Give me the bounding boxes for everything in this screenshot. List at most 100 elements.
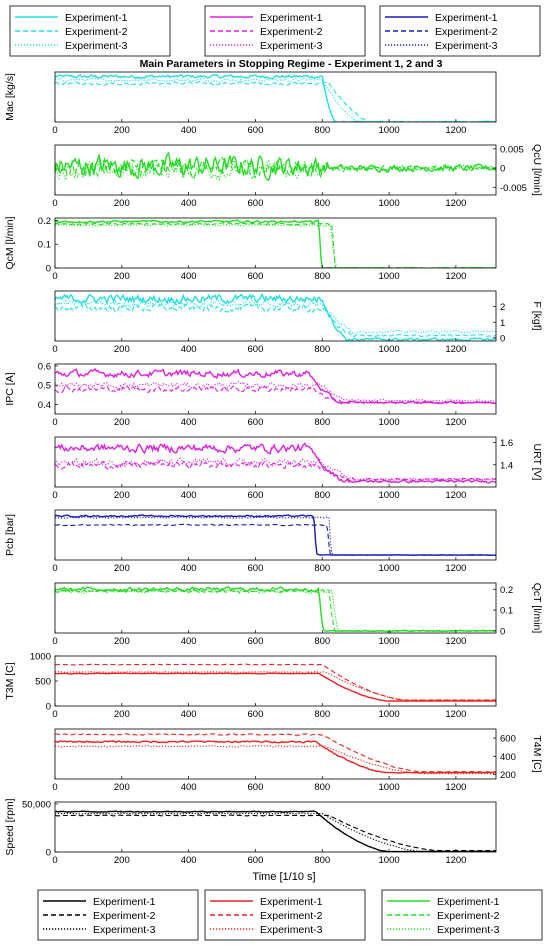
y-axis-label: T4M [C]	[531, 735, 543, 772]
legend-frame	[379, 5, 541, 57]
x-tick-label: 1200	[445, 344, 466, 355]
y-tick-label: 0	[46, 702, 51, 713]
x-tick-label: 0	[52, 417, 57, 428]
x-tick-label: 600	[248, 198, 264, 209]
series-group	[55, 663, 496, 702]
y-tick-label: 0.5	[38, 381, 51, 392]
x-tick-label: 0	[52, 198, 57, 209]
y-tick-label: 50,000	[22, 799, 51, 810]
plot-frame	[54, 217, 497, 269]
y-tick-label: 400	[500, 752, 516, 763]
series-line	[55, 380, 496, 403]
plot-frame	[54, 728, 497, 780]
x-tick-label: 600	[248, 636, 264, 647]
y-tick-label: 0	[500, 626, 505, 637]
x-tick-label: 600	[248, 490, 264, 501]
series-group	[55, 219, 496, 268]
series-group	[55, 514, 496, 556]
legend-label: Experiment-3	[65, 40, 128, 52]
chart-panel: 0 200 400 600 800 1000 1200 0.2 0.1 0 QcM [l/min]	[4, 216, 497, 282]
series-group	[55, 292, 496, 341]
x-tick-label: 600	[248, 709, 264, 720]
series-line	[55, 80, 496, 122]
x-axis-label: Time [1/10 s]	[252, 871, 315, 883]
series-line	[55, 514, 496, 556]
chart-panel: 0 200 400 600 800 1000 1200 Mac [kg/s]	[4, 71, 497, 136]
y-tick-label: 0	[46, 848, 51, 859]
x-tick-label: 1200	[445, 782, 466, 793]
legend-label: Experiment-1	[437, 896, 500, 908]
series-line	[55, 442, 496, 484]
x-tick-label: 1200	[445, 563, 466, 574]
plot-frame	[54, 509, 497, 561]
y-axis-label: QcT [l/min]	[531, 583, 543, 634]
y-tick-label: 200	[500, 770, 516, 781]
y-tick-label: 0.4	[38, 400, 51, 411]
x-tick-label: 800	[314, 782, 330, 793]
x-tick-label: 1200	[445, 636, 466, 647]
chart-panel: 0 200 400 600 800 1000 1200 50,000 0 Speed [rpm]	[4, 798, 497, 866]
series-line	[55, 457, 496, 482]
x-tick-label: 600	[248, 855, 264, 866]
series-group	[55, 151, 496, 182]
y-tick-label: 0.2	[500, 585, 513, 596]
legend-label: Experiment-1	[260, 12, 323, 24]
chart-panel: 0 200 400 600 800 1000 1200 2 1 0 F [kgf]	[52, 290, 543, 355]
series-line	[55, 219, 496, 268]
plot-frame	[54, 582, 497, 634]
series-line	[55, 516, 496, 556]
legend-label: Experiment-2	[435, 26, 498, 38]
x-tick-label: 400	[181, 417, 197, 428]
x-tick-label: 800	[314, 198, 330, 209]
legend-frame	[204, 5, 366, 57]
x-tick-label: 1000	[379, 271, 400, 282]
series-line	[55, 588, 496, 633]
series-line	[55, 151, 496, 181]
chart-panel: 0 200 400 600 800 1000 1200 0.6 0.5 0.4 IPC [A]	[4, 361, 497, 428]
plot-frame	[54, 436, 497, 488]
x-tick-label: 0	[52, 709, 57, 720]
chart-panel: 0 200 400 600 800 1000 1200 1000 500 0 T3M [C]	[4, 652, 497, 720]
x-tick-label: 1200	[445, 125, 466, 136]
y-axis-label: QcM [l/min]	[4, 216, 16, 269]
y-tick-label: 0.6	[38, 361, 51, 372]
series-group	[55, 733, 496, 775]
x-tick-label: 800	[314, 125, 330, 136]
y-axis-label: QcU [l/min]	[531, 144, 543, 196]
x-tick-label: 1000	[379, 125, 400, 136]
plot-frame	[54, 71, 497, 123]
x-tick-label: 1000	[379, 782, 400, 793]
x-tick-label: 1000	[379, 198, 400, 209]
legend-label: Experiment-1	[260, 896, 323, 908]
y-tick-label: 1.6	[500, 438, 513, 449]
legend-label: Experiment-1	[435, 12, 498, 24]
legend-label: Experiment-2	[437, 910, 500, 922]
x-tick-label: 1000	[379, 709, 400, 720]
x-tick-label: 200	[114, 855, 130, 866]
plot-frame	[54, 801, 497, 853]
legend-box: Experiment-1 Experiment-2 Experiment-3	[9, 5, 171, 57]
legend-box: Experiment-1 Experiment-2 Experiment-3	[204, 5, 366, 57]
legend-frame	[37, 889, 199, 941]
series-line	[55, 384, 496, 405]
y-tick-label: 1000	[30, 652, 51, 663]
x-tick-label: 200	[114, 125, 130, 136]
y-tick-label: -0.005	[500, 183, 527, 194]
y-tick-label: 0	[500, 164, 505, 175]
y-tick-label: 0.1	[500, 606, 513, 617]
x-tick-label: 0	[52, 855, 57, 866]
series-line	[55, 298, 496, 335]
chart-panel: 0 200 400 600 800 1000 1200 1.6 1.4 URT [V]	[52, 436, 543, 501]
series-group	[55, 73, 496, 122]
y-tick-label: 2	[500, 302, 505, 313]
series-line	[55, 586, 496, 633]
legend-label: Experiment-3	[435, 40, 498, 52]
x-tick-label: 800	[314, 417, 330, 428]
legend-box: Experiment-1 Experiment-2 Experiment-3	[381, 889, 543, 941]
chart-panel: 0 200 400 600 800 1000 1200 Pcb [bar]	[4, 509, 497, 574]
series-line	[55, 523, 496, 556]
x-tick-label: 800	[314, 563, 330, 574]
series-line	[55, 814, 496, 852]
